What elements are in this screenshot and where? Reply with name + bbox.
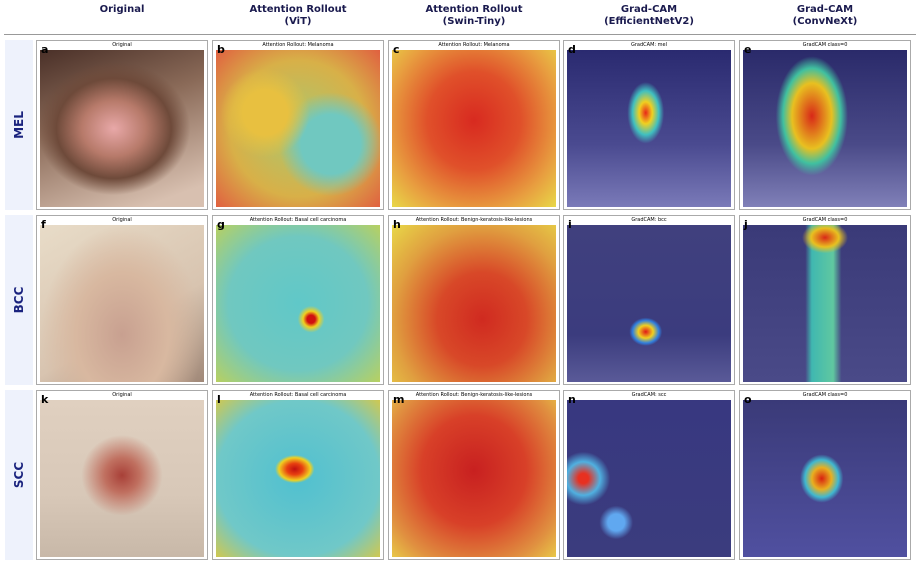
panel: GradCAM: bcc i bbox=[563, 215, 735, 385]
heatmap-image bbox=[216, 400, 380, 557]
heatmap-image bbox=[40, 225, 204, 382]
heatmap-image bbox=[743, 50, 907, 207]
panel-caption: GradCAM: scc bbox=[631, 392, 667, 398]
row-label-box: BCC bbox=[5, 215, 33, 385]
panel-caption: Attention Rollout: Basal cell carcinoma bbox=[249, 217, 347, 223]
column-header: Grad-CAM (ConvNeXt) bbox=[739, 4, 911, 28]
panel: GradCAM class=0 o bbox=[739, 390, 911, 560]
row-label: BCC bbox=[12, 286, 26, 314]
panel-caption: Original bbox=[112, 42, 132, 48]
panel-letter: c bbox=[393, 43, 400, 56]
panel: Attention Rollout: Benign-keratosis-like… bbox=[388, 215, 560, 385]
panel-caption: Attention Rollout: Benign-keratosis-like… bbox=[415, 392, 533, 398]
panel-letter: j bbox=[744, 218, 748, 231]
heatmap-image bbox=[567, 225, 731, 382]
column-subtitle: (Swin-Tiny) bbox=[442, 16, 506, 27]
row-label-box: MEL bbox=[5, 40, 33, 210]
panel: GradCAM: scc n bbox=[563, 390, 735, 560]
panel: Original k bbox=[36, 390, 208, 560]
panel-letter: k bbox=[41, 393, 49, 406]
heatmap-image bbox=[392, 400, 556, 557]
heatmap-image bbox=[216, 225, 380, 382]
panel-caption: Attention Rollout: Benign-keratosis-like… bbox=[415, 217, 533, 223]
panel-letter: m bbox=[393, 393, 405, 406]
column-subtitle: (EfficientNetV2) bbox=[604, 16, 694, 27]
panel-letter: a bbox=[41, 43, 49, 56]
heatmap-image bbox=[216, 50, 380, 207]
column-title: Attention Rollout bbox=[425, 4, 523, 15]
panel: Attention Rollout: Basal cell carcinoma g bbox=[212, 215, 384, 385]
panel-caption: Attention Rollout: Basal cell carcinoma bbox=[249, 392, 347, 398]
panel-letter: n bbox=[568, 393, 576, 406]
column-header: Grad-CAM (EfficientNetV2) bbox=[563, 4, 735, 28]
panel: Original a bbox=[36, 40, 208, 210]
column-title: Grad-CAM bbox=[796, 4, 854, 15]
heatmap-image bbox=[743, 225, 907, 382]
column-subtitle: (ViT) bbox=[284, 16, 312, 27]
column-header: Attention Rollout (ViT) bbox=[212, 4, 384, 28]
panel-caption: Original bbox=[112, 217, 132, 223]
panel: Attention Rollout: Melanoma c bbox=[388, 40, 560, 210]
column-subtitle: (ConvNeXt) bbox=[792, 16, 858, 27]
panel-caption: GradCAM: mel bbox=[630, 42, 667, 48]
panel-caption: Attention Rollout: Melanoma bbox=[438, 42, 510, 48]
panel-caption: GradCAM class=0 bbox=[802, 392, 848, 398]
panel-letter: f bbox=[41, 218, 46, 231]
column-title: Attention Rollout bbox=[249, 4, 347, 15]
panel: Attention Rollout: Basal cell carcinoma l bbox=[212, 390, 384, 560]
panel-letter: l bbox=[217, 393, 221, 406]
column-title: Original bbox=[99, 4, 145, 15]
row-label: MEL bbox=[12, 111, 26, 139]
panel: Attention Rollout: Benign-keratosis-like… bbox=[388, 390, 560, 560]
heatmap-image bbox=[40, 400, 204, 557]
panel-caption: GradCAM class=0 bbox=[802, 217, 848, 223]
panel: Original f bbox=[36, 215, 208, 385]
header-rule bbox=[4, 34, 916, 35]
row-label: SCC bbox=[12, 461, 26, 489]
panel-letter: b bbox=[217, 43, 225, 56]
column-title: Grad-CAM bbox=[620, 4, 678, 15]
panel-caption: GradCAM: bcc bbox=[631, 217, 667, 223]
panel-caption: Attention Rollout: Melanoma bbox=[262, 42, 334, 48]
heatmap-image bbox=[392, 50, 556, 207]
panel-letter: o bbox=[744, 393, 752, 406]
panel-letter: d bbox=[568, 43, 576, 56]
heatmap-image bbox=[567, 400, 731, 557]
panel: GradCAM class=0 e bbox=[739, 40, 911, 210]
heatmap-image bbox=[743, 400, 907, 557]
panel: Attention Rollout: Melanoma b bbox=[212, 40, 384, 210]
row-label-box: SCC bbox=[5, 390, 33, 560]
panel-letter: h bbox=[393, 218, 401, 231]
panel: GradCAM class=0 j bbox=[739, 215, 911, 385]
column-header: Attention Rollout (Swin-Tiny) bbox=[388, 4, 560, 28]
heatmap-image bbox=[40, 50, 204, 207]
panel-letter: i bbox=[568, 218, 572, 231]
column-header: Original bbox=[36, 4, 208, 16]
panel: GradCAM: mel d bbox=[563, 40, 735, 210]
panel-letter: e bbox=[744, 43, 752, 56]
panel-letter: g bbox=[217, 218, 225, 231]
panel-caption: Original bbox=[112, 392, 132, 398]
heatmap-image bbox=[392, 225, 556, 382]
panel-caption: GradCAM class=0 bbox=[802, 42, 848, 48]
heatmap-image bbox=[567, 50, 731, 207]
